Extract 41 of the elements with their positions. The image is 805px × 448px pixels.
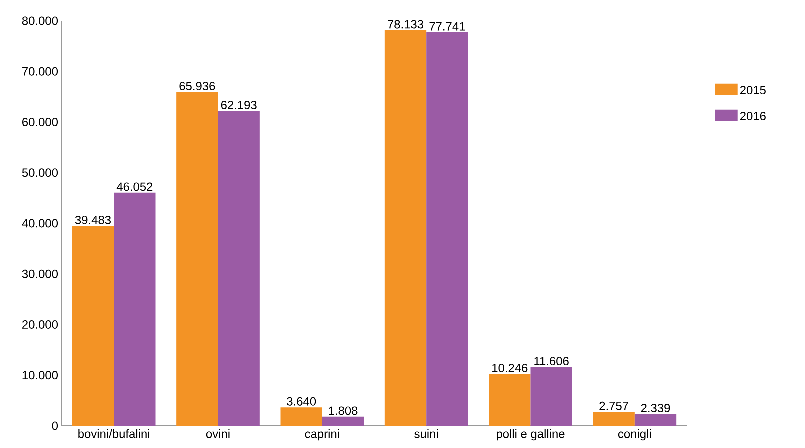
x-tick-label: caprini (305, 430, 340, 441)
bar (72, 226, 114, 426)
bar (489, 374, 531, 426)
legend-label: 2015 (740, 86, 766, 95)
bar (634, 414, 677, 426)
bar (218, 111, 260, 426)
y-tick-label: 50.000 (22, 168, 58, 178)
data-label: 3.640 (287, 397, 316, 406)
bar (322, 416, 364, 426)
data-label: 62.193 (221, 100, 257, 110)
data-label: 65.936 (180, 82, 216, 90)
bar (176, 92, 218, 426)
x-tick-label: conigli (618, 430, 652, 441)
data-label: 11.606 (534, 357, 569, 366)
data-label: 77.741 (430, 22, 466, 31)
y-tick-label: 0 (52, 422, 58, 430)
y-tick-label: 40.000 (22, 219, 58, 228)
y-tick-label: 10.000 (22, 371, 58, 380)
bar (593, 412, 635, 426)
data-label: 1.808 (329, 406, 358, 416)
data-label: 2.339 (641, 404, 670, 412)
bar (530, 367, 572, 426)
data-label: 39.483 (75, 216, 112, 224)
x-tick-label: ovini (206, 430, 230, 438)
bar (114, 192, 156, 426)
data-label: 2.757 (600, 402, 628, 410)
y-tick-label: 20.000 (22, 320, 58, 329)
data-label: 78.133 (388, 20, 424, 29)
y-tick-label: 60.000 (22, 118, 58, 126)
data-label: 10.246 (492, 364, 528, 372)
y-tick-label: 30.000 (22, 270, 58, 278)
y-tick-label: 70.000 (22, 67, 58, 76)
x-tick-label: bovini/bufalini (78, 430, 150, 438)
bar (426, 32, 468, 426)
y-tick-label: 80.000 (22, 16, 58, 26)
legend-label: 2016 (740, 112, 766, 121)
x-tick-label: suini (414, 430, 438, 438)
x-tick-label: polli e galline (496, 430, 565, 441)
bar (280, 408, 322, 426)
data-label: 46.052 (116, 182, 153, 192)
bar (384, 30, 427, 426)
